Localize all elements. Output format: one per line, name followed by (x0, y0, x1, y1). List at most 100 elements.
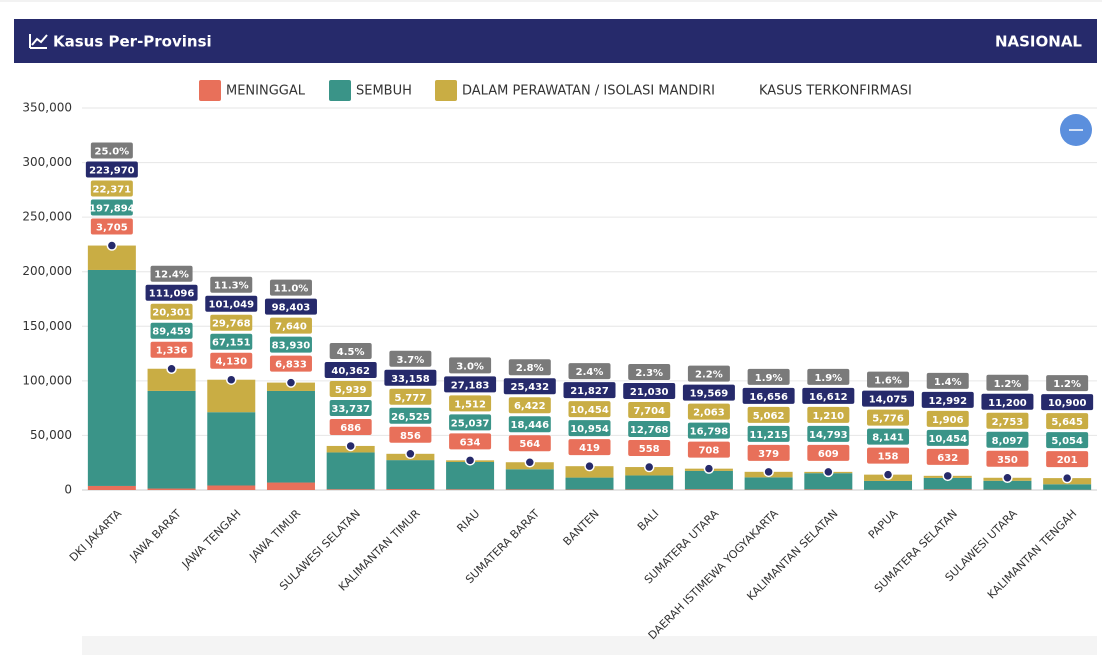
scroll-area[interactable] (82, 636, 1097, 655)
data-label: 21,827 (570, 386, 609, 397)
legend-label: MENINGGAL (226, 84, 306, 99)
data-label: 33,737 (331, 404, 370, 415)
confirmed-dot (406, 449, 415, 458)
data-label: 10,454 (570, 405, 609, 416)
data-label: 11,200 (988, 398, 1027, 409)
data-label: 4.5% (337, 347, 365, 358)
y-tick-label: 350,000 (22, 101, 72, 115)
data-label: 158 (878, 452, 899, 463)
data-label: 1,210 (813, 411, 845, 422)
legend-label: DALAM PERAWATAN / ISOLASI MANDIRI (462, 84, 715, 99)
confirmed-dot (1003, 473, 1012, 482)
data-label: 419 (579, 443, 600, 454)
data-label: 16,612 (809, 392, 848, 403)
bar-segment (327, 452, 375, 489)
y-tick-label: 150,000 (22, 319, 72, 333)
bar-segment (566, 478, 614, 490)
data-label: 5,939 (335, 385, 367, 396)
data-label: 3.0% (456, 361, 484, 372)
x-tick-label: DKI JAKARTA (67, 507, 124, 564)
data-label: 26,525 (391, 412, 430, 423)
bar-segment (88, 486, 136, 490)
data-label: 29,768 (212, 319, 251, 330)
data-label: 856 (400, 431, 421, 442)
data-label: 2,753 (992, 417, 1024, 428)
bar-segment (267, 391, 315, 483)
data-label: 686 (340, 423, 361, 434)
confirmed-dot (466, 456, 475, 465)
data-label: 25,432 (510, 382, 549, 393)
data-label: 2.8% (516, 363, 544, 374)
bar-segment (625, 489, 673, 490)
legend-label: SEMBUH (356, 84, 412, 99)
confirmed-dot (346, 441, 355, 450)
data-label: 4,130 (215, 357, 247, 368)
data-label: 40,362 (331, 366, 370, 377)
data-label: 708 (698, 446, 719, 457)
data-label: 8,097 (992, 436, 1024, 447)
confirmed-dot (227, 375, 236, 384)
legend-label: KASUS TERKONFIRMASI (759, 84, 912, 99)
data-label: 197,894 (89, 204, 135, 215)
data-label: 558 (639, 444, 660, 455)
bar-segment (207, 485, 255, 490)
y-tick-label: 300,000 (22, 155, 72, 169)
data-label: 20,301 (152, 308, 191, 319)
bar-segment (207, 412, 255, 485)
confirmed-dot (884, 470, 893, 479)
header-scope[interactable]: NASIONAL (995, 33, 1082, 51)
data-label: 101,049 (208, 300, 254, 311)
data-label: 1.2% (994, 379, 1022, 390)
y-tick-label: 250,000 (22, 210, 72, 224)
data-label: 5,777 (395, 393, 427, 404)
x-tick-label: JAWA BARAT (127, 507, 184, 564)
confirmed-dot (943, 471, 952, 480)
data-label: 111,096 (149, 289, 195, 300)
data-label: 11.3% (214, 281, 249, 292)
data-label: 1,906 (932, 415, 964, 426)
y-tick-label: 200,000 (22, 264, 72, 278)
data-label: 22,371 (93, 185, 132, 196)
data-label: 12,992 (928, 396, 967, 407)
data-label: 350 (997, 455, 1018, 466)
data-label: 564 (519, 439, 540, 450)
data-label: 10,954 (570, 424, 609, 435)
data-label: 632 (937, 453, 958, 464)
data-label: 11,215 (749, 430, 788, 441)
data-label: 7,640 (275, 322, 307, 333)
data-label: 16,656 (749, 392, 788, 403)
data-label: 634 (460, 437, 481, 448)
data-label: 21,030 (630, 387, 669, 398)
data-label: 7,704 (633, 406, 665, 417)
bar-segment (88, 270, 136, 486)
bar-segment (386, 460, 434, 489)
data-label: 10,454 (928, 434, 967, 445)
data-label: 1.9% (814, 373, 842, 384)
bar-segment (804, 489, 852, 490)
bar-segment (1043, 484, 1091, 490)
data-label: 12,768 (630, 425, 669, 436)
bar-segment (327, 489, 375, 490)
bar-segment (386, 489, 434, 490)
data-label: 5,054 (1051, 436, 1083, 447)
data-label: 223,970 (89, 166, 135, 177)
bar-segment (685, 489, 733, 490)
data-label: 12.4% (154, 270, 189, 281)
bar-segment (446, 462, 494, 489)
data-label: 609 (818, 449, 839, 460)
confirmed-dot (645, 463, 654, 472)
confirmed-dot (764, 467, 773, 476)
bar-segment (924, 489, 972, 490)
x-tick-label: BANTEN (561, 507, 602, 548)
data-label: 25.0% (95, 147, 130, 158)
data-label: 2.4% (576, 367, 604, 378)
data-label: 5,645 (1051, 417, 1083, 428)
data-label: 67,151 (212, 338, 251, 349)
data-label: 5,776 (872, 414, 904, 425)
y-tick-label: 50,000 (30, 428, 72, 442)
data-label: 3,705 (96, 223, 128, 234)
data-label: 2.3% (635, 368, 663, 379)
data-label: 27,183 (451, 380, 490, 391)
data-label: 1,512 (454, 399, 486, 410)
